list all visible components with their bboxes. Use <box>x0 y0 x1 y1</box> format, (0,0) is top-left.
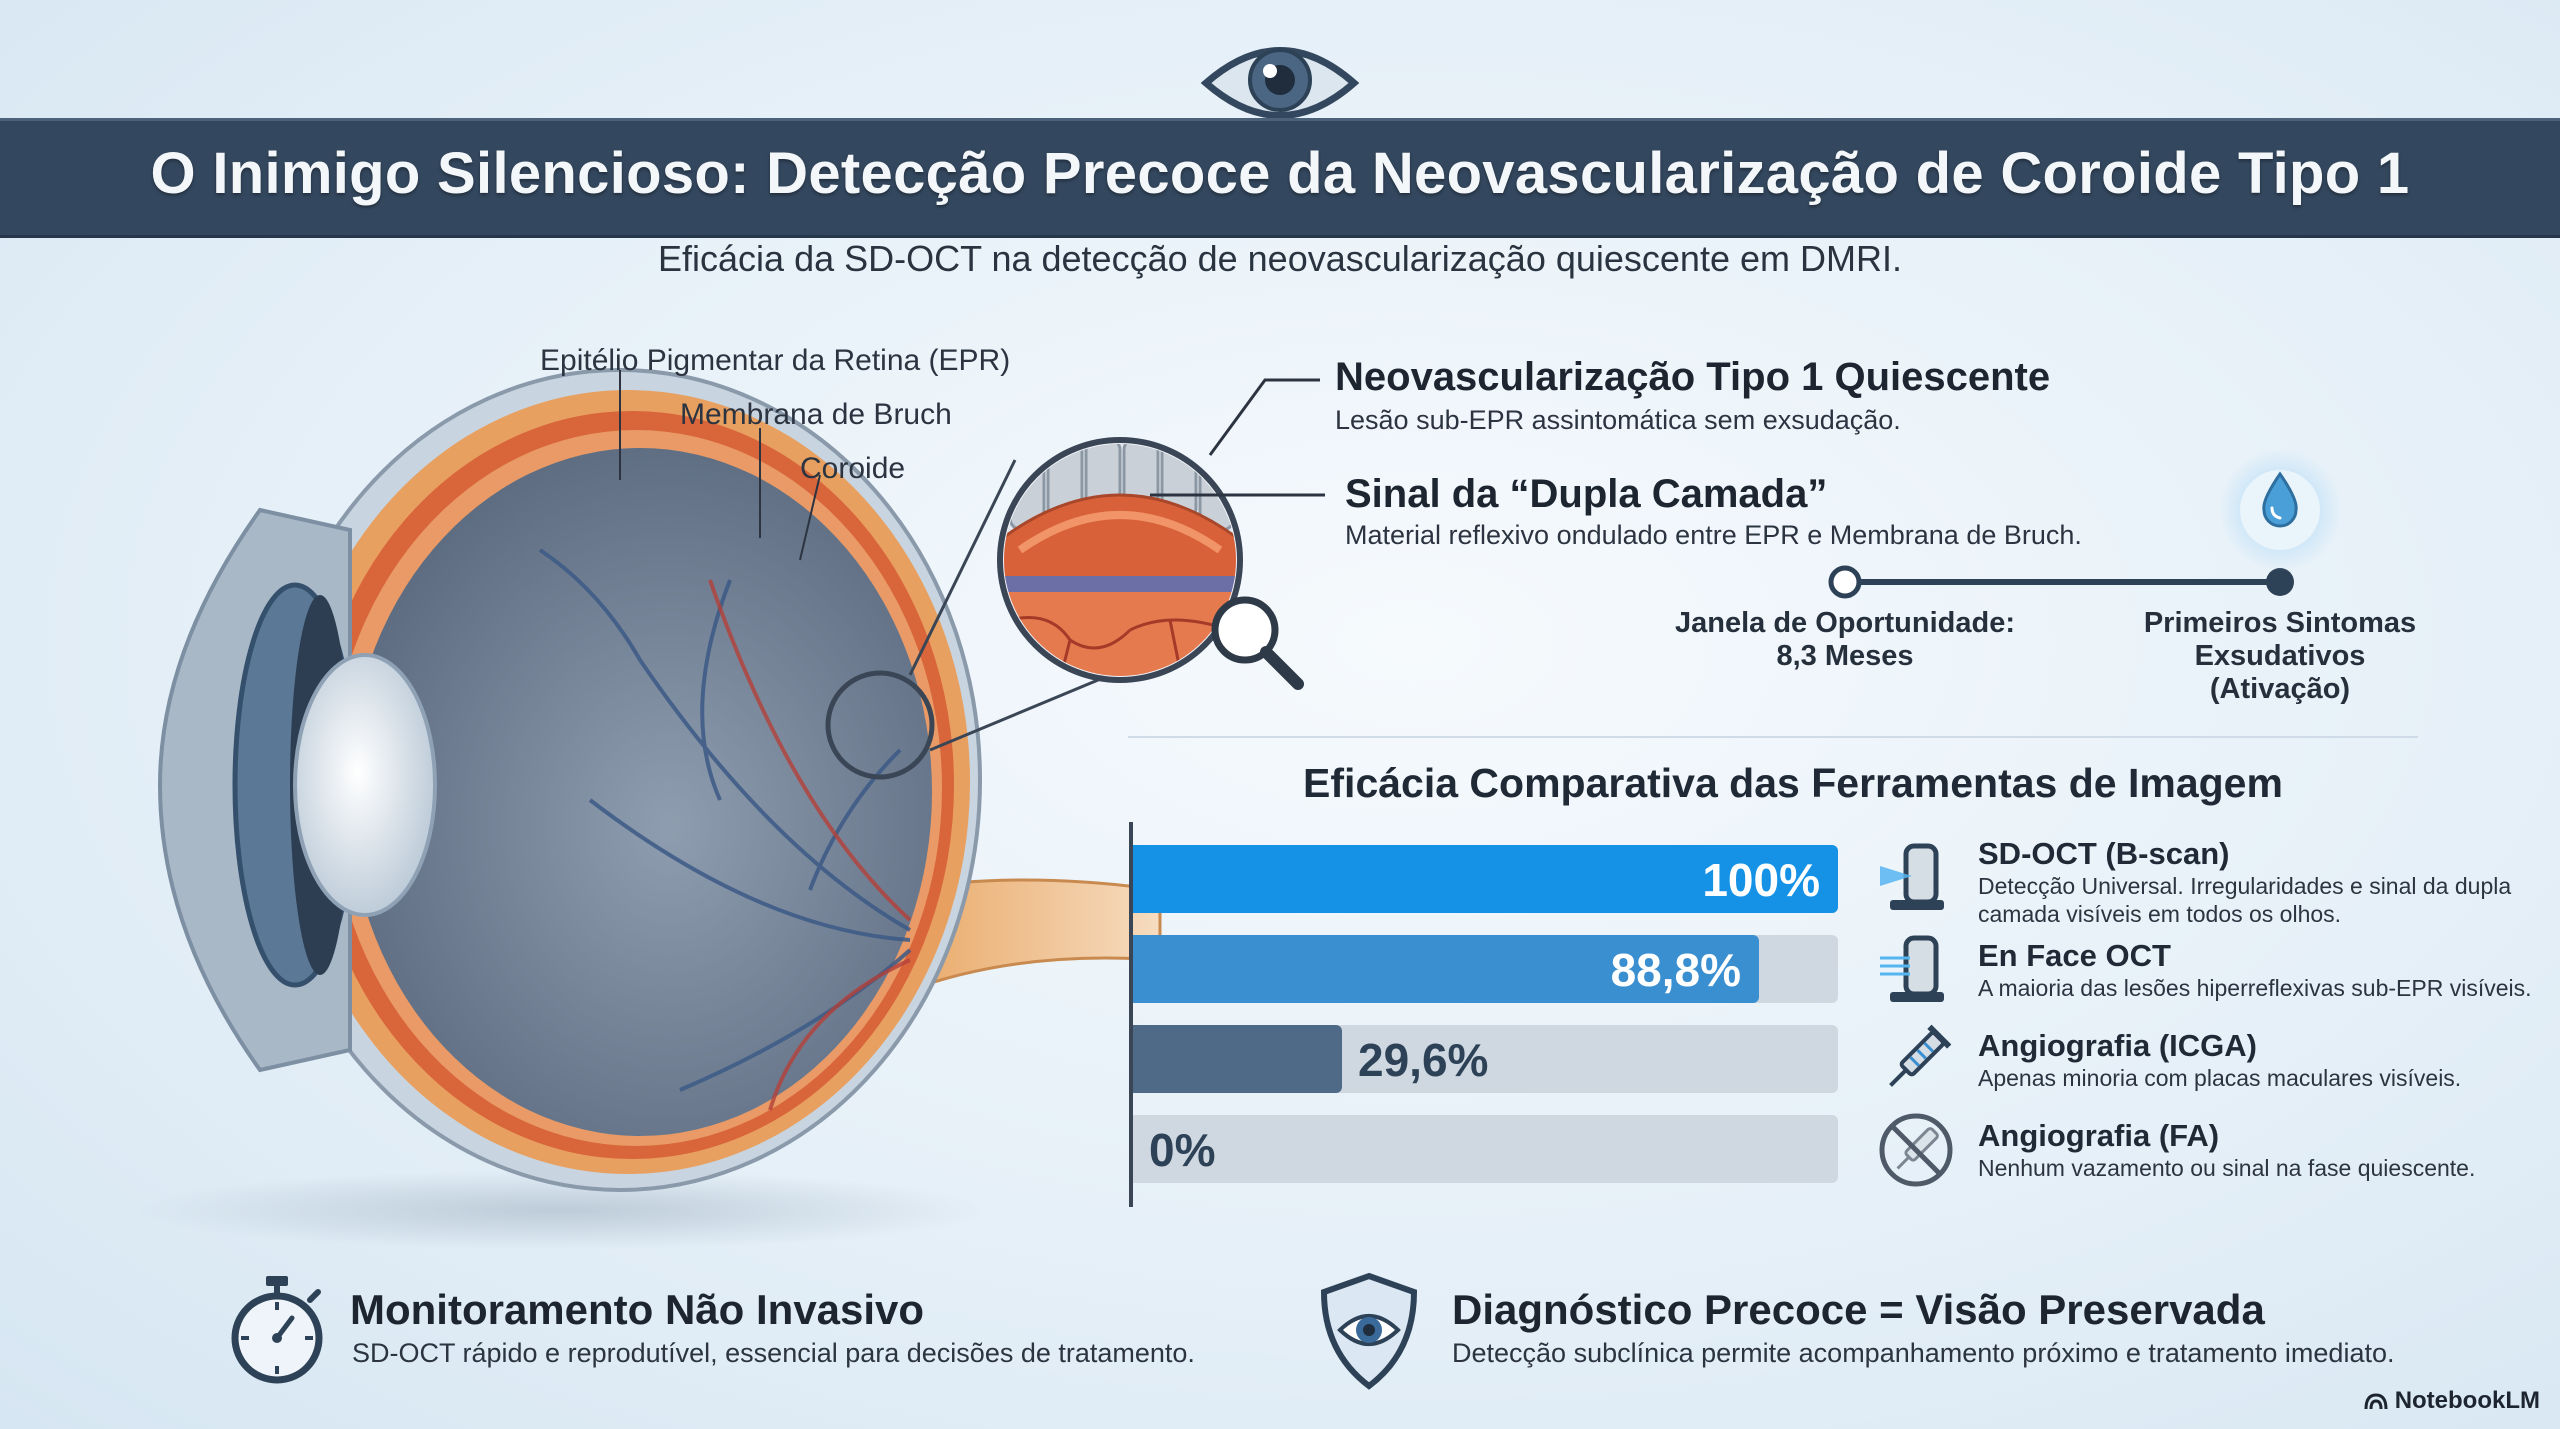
bar <box>1133 935 1759 1003</box>
section-divider <box>1128 736 2418 738</box>
bar <box>1133 845 1838 913</box>
oct-scanner-icon <box>1880 843 1944 910</box>
timeline-first-symptoms: Primeiros Sintomas Exsudativos (Ativação… <box>2143 607 2417 705</box>
bar <box>1133 1025 1342 1093</box>
bar-value-label: 100% <box>1702 854 1820 906</box>
en-face-scanner-icon <box>1880 935 1944 1002</box>
callout-double-layer-title: Sinal da “Dupla Camada” <box>1345 472 1828 516</box>
bottom-title-monitoring: Monitoramento Não Invasivo <box>350 1286 925 1333</box>
shield-eye-icon <box>1320 1272 1418 1390</box>
bar-track: 29,6% <box>1133 1025 1838 1093</box>
bar-track: 0% <box>1133 1115 1838 1183</box>
bar-value-label: 0% <box>1149 1124 1216 1176</box>
eye-icon <box>1200 47 1360 119</box>
page-subtitle: Eficácia da SD-OCT na detecção de neovas… <box>658 238 1902 279</box>
label-choroid: Coroide <box>800 452 906 485</box>
tool-name-en-face: En Face OCT <box>1978 938 2171 973</box>
tool-desc-en-face: A maioria das lesões hiperreflexivas sub… <box>1978 975 2532 1001</box>
syringe-icon <box>1889 1024 1952 1087</box>
callout-double-layer-desc: Material reflexivo ondulado entre EPR e … <box>1345 520 2082 550</box>
brand-label: NotebookLM <box>2394 1387 2540 1414</box>
tool-desc-icga: Apenas minoria com placas maculares visí… <box>1978 1065 2462 1091</box>
label-epr: Epitélio Pigmentar da Retina (EPR) <box>540 344 1011 377</box>
title-bar <box>0 118 2560 238</box>
stopwatch-icon <box>231 1276 323 1384</box>
callout-quiescent-title: Neovascularização Tipo 1 Quiescente <box>1335 355 2051 399</box>
notebooklm-logo-icon <box>2364 1393 2388 1410</box>
page-title: O Inimigo Silencioso: Detecção Precoce d… <box>150 141 2410 206</box>
bar-track: 100% <box>1133 845 1838 913</box>
timeline <box>1340 450 2340 599</box>
eye-cross-section-illustration <box>130 368 1325 1250</box>
bottom-title-early-diagnosis: Diagnóstico Precoce = Visão Preservada <box>1452 1286 2265 1333</box>
crossed-syringe-icon <box>1879 1113 1953 1187</box>
label-bruch-membrane: Membrana de Bruch <box>680 398 952 431</box>
tool-desc-sd-oct: Detecção Universal. Irregularidades e si… <box>1978 873 2512 927</box>
bottom-desc-monitoring: SD-OCT rápido e reprodutível, essencial … <box>352 1338 1195 1368</box>
brand-notebooklm: NotebookLM <box>2363 1387 2540 1415</box>
water-drop-icon <box>2262 471 2298 528</box>
tool-name-icga: Angiografia (ICGA) <box>1978 1028 2257 1063</box>
tool-name-sd-oct: SD-OCT (B-scan) <box>1978 836 2230 871</box>
tool-desc-fa: Nenhum vazamento ou sinal na fase quiesc… <box>1978 1155 2476 1181</box>
bar-value-label: 29,6% <box>1358 1034 1489 1086</box>
chart-axis <box>1129 822 1133 1207</box>
timeline-opportunity-window: Janela de Oportunidade: 8,3 Meses <box>1675 607 2015 672</box>
tool-name-fa: Angiografia (FA) <box>1978 1118 2220 1153</box>
bar-track: 88,8% <box>1133 935 1838 1003</box>
bottom-desc-early-diagnosis: Detecção subclínica permite acompanhamen… <box>1452 1338 2395 1368</box>
bar-value-label: 88,8% <box>1610 944 1741 996</box>
callout-quiescent-desc: Lesão sub-EPR assintomática sem exsudaçã… <box>1335 405 1901 435</box>
chart-title: Eficácia Comparativa das Ferramentas de … <box>1303 760 2283 806</box>
